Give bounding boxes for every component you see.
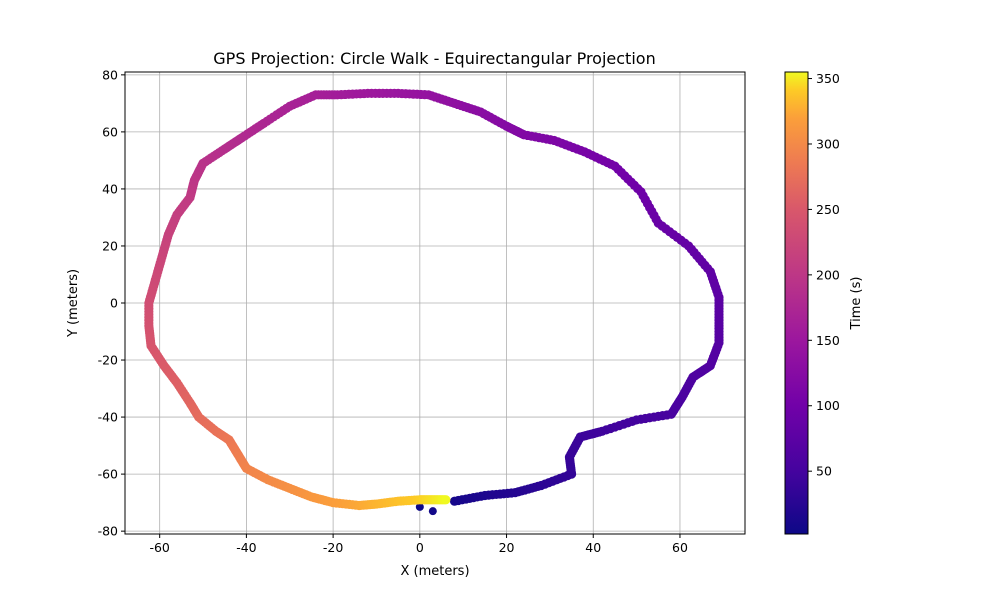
y-axis: -80 -60 -40 -20 0 20 40 60 80	[98, 67, 125, 539]
y-axis-label: Y (meters)	[66, 269, 81, 338]
colorbar-ticks: 50 100 150 200 250 300 350	[808, 71, 840, 479]
x-tick-label: -60	[149, 540, 169, 555]
x-tick-label: 0	[416, 540, 424, 555]
x-tick-label: 60	[672, 540, 688, 555]
y-tick-label: 0	[110, 296, 118, 311]
x-axis: -60 -40 -20 0 20 40 60	[149, 534, 688, 555]
data-point	[441, 495, 451, 505]
y-tick-label: -80	[98, 524, 118, 539]
y-tick-label: -60	[98, 467, 118, 482]
y-tick-label: -40	[98, 410, 118, 425]
colorbar-tick-label: 200	[816, 267, 840, 282]
colorbar-tick-label: 250	[816, 202, 840, 217]
x-tick-label: -40	[236, 540, 256, 555]
colorbar-tick-label: 50	[816, 464, 832, 479]
y-tick-label: 20	[102, 238, 118, 253]
x-tick-label: -20	[323, 540, 343, 555]
colorbar-tick-label: 100	[816, 398, 840, 413]
x-tick-label: 20	[499, 540, 515, 555]
y-tick-label: 80	[102, 67, 118, 82]
x-axis-label: X (meters)	[400, 564, 469, 579]
x-tick-label: 40	[585, 540, 601, 555]
data-point	[415, 502, 424, 511]
colorbar	[784, 71, 809, 535]
colorbar-tick-label: 150	[816, 333, 840, 348]
colorbar-tick-label: 350	[816, 71, 840, 86]
y-tick-label: 60	[102, 124, 118, 139]
colorbar-label: Time (s)	[849, 277, 864, 331]
chart-title: GPS Projection: Circle Walk - Equirectan…	[213, 49, 655, 68]
grid	[125, 72, 745, 534]
data-points	[144, 88, 724, 516]
colorbar-tick-label: 300	[816, 136, 840, 151]
y-tick-label: -20	[98, 353, 118, 368]
data-point	[428, 507, 437, 516]
y-tick-label: 40	[102, 181, 118, 196]
